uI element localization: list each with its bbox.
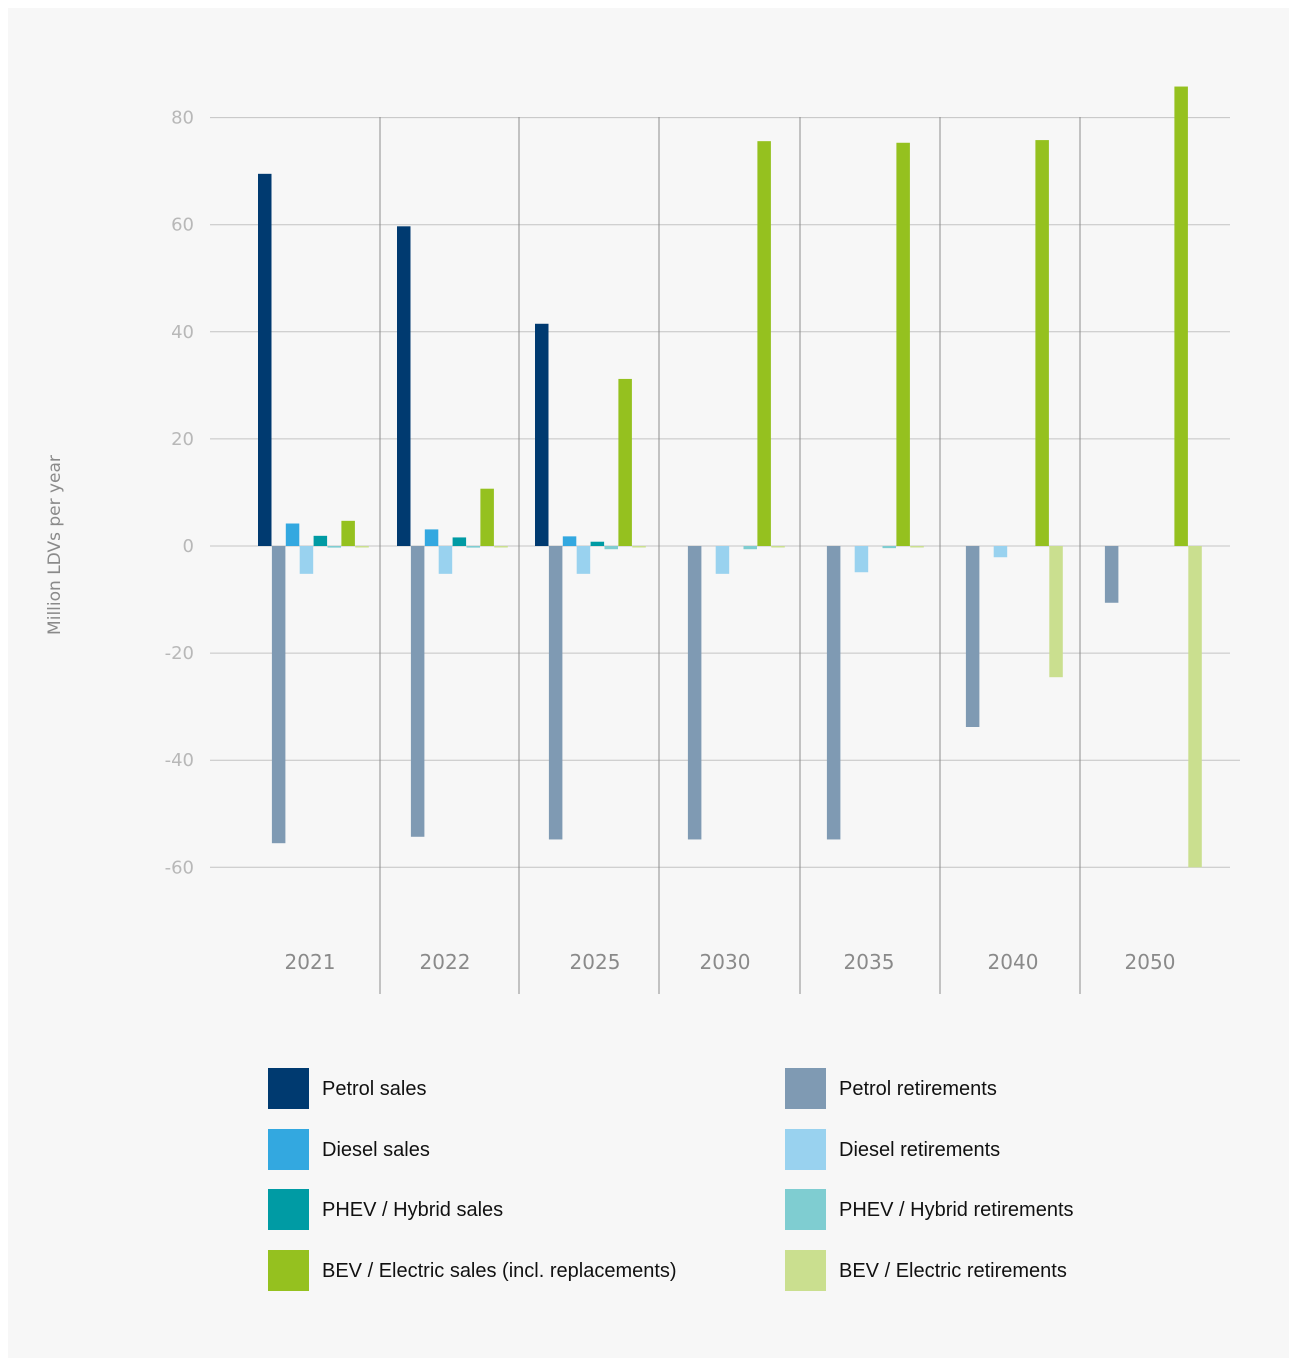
bar-phev-hybrid-retirements-2021 [327, 546, 341, 548]
grid-lines [210, 117, 1240, 868]
legend-item: PHEV / Hybrid retirements [785, 1189, 1074, 1230]
bar-phev-hybrid-retirements-2022 [466, 546, 480, 548]
bar-diesel-retirements-2035 [854, 546, 869, 573]
bar-petrol-retirements-2021 [271, 546, 286, 844]
bar-petrol-retirements-2025 [548, 546, 563, 840]
legend-item: BEV / Electric sales (incl. replacements… [268, 1250, 677, 1291]
legend-label: Petrol retirements [839, 1078, 997, 1100]
x-category-label: 2021 [285, 950, 336, 974]
bar-bev-electric-sales-incl-replacements--2030 [757, 141, 771, 547]
bar-diesel-sales-2025 [562, 536, 577, 546]
legend-swatch [268, 1189, 309, 1230]
bar-petrol-sales-2021 [258, 173, 272, 546]
x-category-label: 2022 [420, 950, 471, 974]
bar-bev-electric-sales-incl-replacements--2025 [618, 378, 632, 546]
y-tick-label: 20 [171, 429, 194, 450]
category-dividers [379, 117, 1081, 994]
bar-phev-hybrid-sales-2025 [590, 541, 605, 546]
bar-bev-electric-retirements-2030 [771, 546, 785, 548]
bar-phev-hybrid-retirements-2025 [604, 546, 618, 550]
bar-diesel-retirements-2022 [438, 546, 453, 574]
bar-petrol-retirements-2040 [965, 546, 980, 727]
y-tick-label: 40 [171, 322, 194, 343]
bar-diesel-sales-2022 [424, 529, 439, 546]
bar-bev-electric-sales-incl-replacements--2021 [341, 520, 355, 546]
y-tick-label: 60 [171, 215, 194, 236]
legend-swatch [268, 1129, 309, 1170]
bar-diesel-retirements-2040 [993, 546, 1008, 558]
y-tick-label: -40 [165, 750, 194, 771]
legend-swatch [268, 1068, 309, 1109]
bar-bev-electric-retirements-2035 [910, 546, 924, 548]
legend-item: Petrol sales [268, 1068, 427, 1109]
chart-container: 80 60 40 20 0 -20 -40 -60 2021 2022 2025 2030 2035 2… [8, 8, 1289, 1358]
bar-bev-electric-sales-incl-replacements--2040 [1035, 140, 1049, 546]
legend-item: Diesel sales [268, 1129, 430, 1170]
bar-petrol-retirements-2022 [410, 546, 425, 837]
x-category-label: 2035 [844, 950, 895, 974]
bar-diesel-retirements-2030 [715, 546, 730, 574]
bar-diesel-retirements-2021 [299, 546, 314, 574]
bar-bev-electric-retirements-2050 [1188, 546, 1202, 868]
y-tick-label: -20 [165, 643, 194, 664]
x-category-label: 2025 [570, 950, 621, 974]
legend-item: Petrol retirements [785, 1068, 997, 1109]
bar-petrol-retirements-2030 [687, 546, 702, 840]
legend-item: PHEV / Hybrid sales [268, 1189, 503, 1230]
bar-petrol-sales-2022 [397, 226, 411, 546]
legend-swatch [785, 1068, 826, 1109]
bar-bev-electric-sales-incl-replacements--2050 [1174, 86, 1188, 546]
legend-item: BEV / Electric retirements [785, 1250, 1067, 1291]
bar-phev-hybrid-sales-2021 [313, 535, 328, 546]
y-tick-label: 80 [171, 108, 194, 129]
bar-phev-hybrid-retirements-2030 [743, 546, 757, 550]
y-axis-label: Million LDVs per year [45, 455, 65, 635]
x-axis-categories: 2021 2022 2025 2030 2035 2040 2050 [285, 950, 1176, 974]
x-category-label: 2030 [700, 950, 751, 974]
legend-label: BEV / Electric sales (incl. replacements… [322, 1260, 677, 1282]
bar-bev-electric-sales-incl-replacements--2035 [896, 142, 910, 546]
x-category-label: 2040 [988, 950, 1039, 974]
legend-label: PHEV / Hybrid retirements [839, 1199, 1074, 1221]
x-category-label: 2050 [1125, 950, 1176, 974]
y-tick-label: 0 [183, 536, 194, 557]
bar-bev-electric-retirements-2021 [355, 546, 369, 548]
bar-phev-hybrid-retirements-2035 [882, 546, 896, 549]
legend-item: Diesel retirements [785, 1129, 1000, 1170]
legend-label: Diesel sales [322, 1139, 430, 1161]
legend-swatch [785, 1189, 826, 1230]
y-tick-label: -60 [165, 857, 194, 878]
bars [258, 86, 1202, 868]
bar-bev-electric-sales-incl-replacements--2022 [480, 488, 494, 546]
bar-petrol-retirements-2035 [826, 546, 841, 840]
bar-petrol-retirements-2050 [1104, 546, 1119, 603]
bar-diesel-sales-2021 [285, 523, 300, 546]
legend-swatch [785, 1129, 826, 1170]
bar-bev-electric-retirements-2022 [494, 546, 508, 548]
legend: Petrol sales Diesel sales PHEV / Hybrid sa… [268, 1068, 1074, 1291]
legend-label: BEV / Electric retirements [839, 1260, 1067, 1282]
legend-label: Diesel retirements [839, 1139, 1000, 1161]
bar-bev-electric-retirements-2025 [632, 546, 646, 548]
y-axis-ticks: 80 60 40 20 0 -20 -40 -60 [165, 108, 194, 879]
legend-swatch [785, 1250, 826, 1291]
legend-swatch [268, 1250, 309, 1291]
bar-phev-hybrid-sales-2022 [452, 537, 467, 546]
legend-label: PHEV / Hybrid sales [322, 1199, 503, 1221]
legend-label: Petrol sales [322, 1078, 427, 1100]
bar-petrol-sales-2025 [535, 323, 549, 546]
bar-diesel-retirements-2025 [576, 546, 591, 574]
bar-bev-electric-retirements-2040 [1049, 546, 1063, 678]
